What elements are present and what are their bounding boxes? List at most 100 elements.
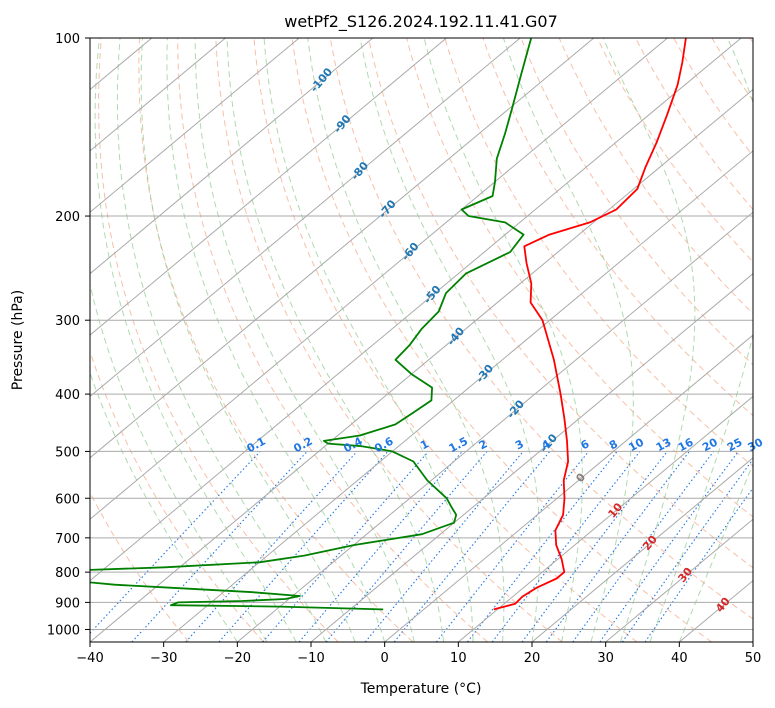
isotherm-line xyxy=(310,273,753,642)
moist-adiabats xyxy=(90,38,753,642)
moist-adiabat-line xyxy=(94,38,297,642)
y-tick-label: 300 xyxy=(55,314,80,329)
mixing-ratio-line xyxy=(364,451,524,642)
dry-adiabat-line xyxy=(177,38,488,642)
chart-title: wetPf2_S126.2024.192.11.41.G07 xyxy=(284,12,558,32)
moist-adiabat-line xyxy=(423,38,583,642)
y-tick-label: 700 xyxy=(55,532,80,547)
x-tick-label: −30 xyxy=(150,651,177,666)
y-tick-label: 800 xyxy=(55,566,80,581)
dry-adiabat-line xyxy=(596,38,753,263)
isotherm-line xyxy=(605,518,753,642)
x-tick-label: −10 xyxy=(297,651,324,666)
mixing-ratio-label: 10 xyxy=(626,435,646,454)
dry-adiabat-line xyxy=(90,491,190,642)
x-tick-label: 0 xyxy=(381,651,389,666)
isotherm-line xyxy=(90,38,521,398)
y-tick-label: 200 xyxy=(55,210,80,225)
mixing-ratio-line xyxy=(599,451,739,642)
isotherm-line xyxy=(90,38,595,459)
mixing-ratio-line xyxy=(621,458,753,642)
dry-adiabat-line xyxy=(253,38,638,642)
moist-adiabat-line xyxy=(263,38,474,642)
dry-adiabat-line xyxy=(558,38,753,315)
moist-adiabat-line xyxy=(602,38,696,642)
x-tick-label: −20 xyxy=(224,651,251,666)
temperature-line xyxy=(493,38,687,611)
y-tick-label: 100 xyxy=(55,32,80,47)
isotherm-line xyxy=(90,38,374,275)
dry-adiabat-line xyxy=(329,38,753,620)
mixing-ratio-line xyxy=(131,451,308,642)
isotherm-line xyxy=(531,457,753,642)
moist-adiabat-line xyxy=(678,462,753,642)
mixing-ratio-label: 13 xyxy=(654,436,674,455)
mixing-ratio-line xyxy=(298,451,463,642)
y-axis-ticks: 100 200 300 400 500 600 700 800 900 1000 xyxy=(47,32,90,638)
y-tick-label: 600 xyxy=(55,492,80,507)
x-tick-label: −40 xyxy=(76,651,103,666)
isotherm-line xyxy=(90,38,300,213)
isotherm-line xyxy=(458,395,753,642)
moist-adiabat-line xyxy=(502,38,634,642)
plot-frame xyxy=(89,37,754,643)
mixing-ratio-line xyxy=(491,451,641,642)
moist-adiabat-line xyxy=(226,38,445,642)
mixing-ratio-line xyxy=(90,451,261,634)
moist-adiabat-line xyxy=(116,38,327,642)
y-tick-label: 400 xyxy=(55,388,80,403)
mixing-ratio-line xyxy=(393,451,551,642)
mixing-ratio-label: 30 xyxy=(746,435,766,454)
y-axis-label: Pressure (hPa) xyxy=(10,290,26,390)
mixing-ratio-line xyxy=(325,451,488,642)
dry-adiabat-line xyxy=(291,38,712,642)
mixing-ratio-label: 20 xyxy=(700,435,720,454)
mixing-ratio-lines xyxy=(90,451,753,642)
isotherm-line xyxy=(384,334,753,642)
isotherms xyxy=(90,38,753,642)
moist-adiabat-line xyxy=(307,38,505,642)
moist-adiabat-line xyxy=(90,371,238,642)
x-axis-ticks: −40 −30 −20 −10 0 10 20 30 40 50 xyxy=(76,642,761,666)
x-tick-label: 20 xyxy=(524,651,541,666)
isotherm-line xyxy=(90,88,753,642)
y-tick-label: 500 xyxy=(55,445,80,460)
moist-adiabat-line xyxy=(649,38,753,642)
moist-adiabat-line xyxy=(166,38,386,642)
mixing-ratio-line xyxy=(185,451,358,642)
moist-adiabat-line xyxy=(90,281,268,642)
x-tick-label: 40 xyxy=(671,651,688,666)
y-tick-label: 1000 xyxy=(47,623,80,638)
mixing-ratio-line xyxy=(467,451,618,642)
dry-adiabat-line xyxy=(444,38,753,467)
moist-adiabat-line xyxy=(140,38,356,642)
dewpoint-line xyxy=(90,38,533,611)
x-axis-label: Temperature (°C) xyxy=(360,681,482,697)
mixing-ratio-label: 16 xyxy=(676,435,696,454)
x-tick-label: 10 xyxy=(450,651,467,666)
moist-adiabat-line xyxy=(194,38,415,642)
dry-adiabat-line xyxy=(368,38,753,569)
isotherm-line xyxy=(90,38,742,582)
mixing-ratio-line xyxy=(572,451,715,642)
isotherm-line xyxy=(90,38,447,336)
dry-adiabat-line xyxy=(98,38,339,642)
y-tick-label: 900 xyxy=(55,596,80,611)
x-tick-label: 30 xyxy=(597,651,614,666)
isotherm-line xyxy=(90,38,226,152)
mixing-ratio-line xyxy=(435,451,590,642)
isobars xyxy=(90,38,753,630)
profile-series xyxy=(90,38,687,611)
dry-adiabat-line xyxy=(635,38,753,211)
dry-adiabat-line xyxy=(138,38,414,642)
isotherm-line xyxy=(237,211,753,642)
x-tick-label: 50 xyxy=(745,651,762,666)
dry-adiabat-line xyxy=(215,38,563,642)
mixing-ratio-label: 25 xyxy=(725,436,745,455)
moist-adiabat-line xyxy=(359,38,541,642)
isotherm-line xyxy=(163,150,753,642)
dry-adiabats xyxy=(90,38,753,642)
isotherm-line xyxy=(90,38,668,520)
